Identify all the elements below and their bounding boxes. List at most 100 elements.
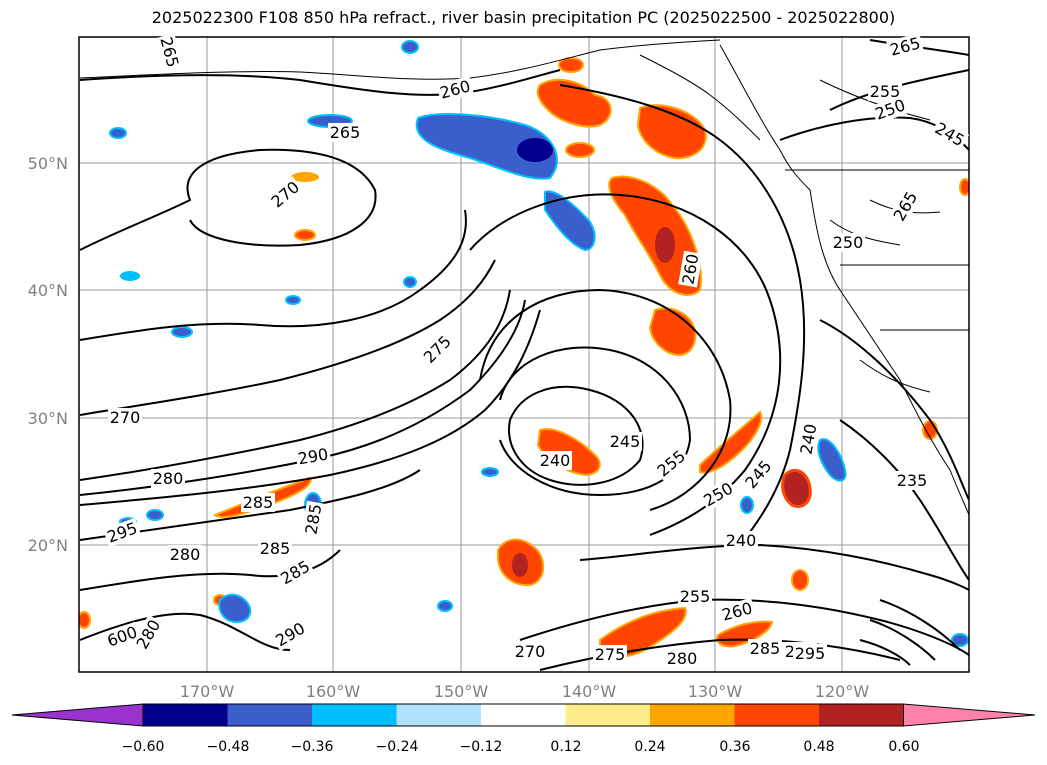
refractivity-contours <box>79 39 969 671</box>
colorbar-tick: −0.60 <box>122 739 165 755</box>
contour-label-gap <box>538 451 572 470</box>
anomaly-region <box>951 633 969 647</box>
contour-label-gap <box>793 644 827 663</box>
contour-label-gap <box>868 82 902 101</box>
contour-label-gap <box>740 455 777 494</box>
contour-label-gap <box>328 123 362 142</box>
anomaly-region <box>437 600 453 612</box>
contour-label: 265 <box>330 123 361 142</box>
contour-label: 275 <box>595 645 626 664</box>
colorbar-segment <box>734 704 820 726</box>
latitude-labels: 50°N 40°N 30°N 20°N <box>28 154 68 555</box>
colorbar-tick: 0.48 <box>803 739 834 755</box>
contour-label-gap <box>241 493 275 512</box>
longitude-labels: 170°W 160°W 150°W 140°W 130°W 120°W <box>180 682 870 701</box>
anomaly-region <box>291 172 319 182</box>
anomaly-region <box>401 40 419 54</box>
anomaly-region <box>699 410 763 474</box>
contour-label: 240 <box>726 531 757 550</box>
positive-anomaly-areas <box>79 57 969 658</box>
lat-label: 30°N <box>28 409 68 428</box>
contour-label-gap <box>652 445 691 482</box>
colorbar-segment <box>819 704 904 726</box>
colorbar-segment <box>143 704 228 726</box>
lat-label: 40°N <box>28 281 68 300</box>
contour-label-gap <box>151 469 185 488</box>
colorbar-frame <box>142 703 904 727</box>
contour-label: 255 <box>680 587 711 606</box>
map-frame <box>78 36 970 673</box>
contour-label-gap <box>102 621 142 652</box>
contour-label: 240 <box>540 451 571 470</box>
anomaly-region <box>536 78 612 128</box>
contour-label-gap <box>275 555 315 590</box>
colorbar <box>11 703 1036 727</box>
contour-label: 250 <box>833 233 864 252</box>
contour-label-gap <box>886 32 925 61</box>
contour-label: 285 <box>260 539 291 558</box>
anomaly-region <box>403 276 417 288</box>
contour-label: 280 <box>170 545 201 564</box>
anomaly-region <box>120 271 140 281</box>
anomaly-region <box>544 190 596 252</box>
contour-label: 235 <box>897 471 928 490</box>
anomaly-region <box>817 438 847 482</box>
anomaly-region <box>218 593 252 623</box>
anomaly-region <box>294 229 316 241</box>
contour-label: 285 <box>750 639 781 658</box>
lat-label: 20°N <box>28 536 68 555</box>
anomaly-region <box>558 57 584 73</box>
contour-label-gap <box>665 649 699 668</box>
colorbar-tick: −0.48 <box>207 739 250 755</box>
colorbar-tick: 0.24 <box>634 739 665 755</box>
contour-label-gap <box>131 614 166 654</box>
contour-label: 270 <box>515 642 546 661</box>
colorbar-tick: 0.60 <box>888 739 919 755</box>
contour-label-gap <box>108 408 142 427</box>
colorbar-tick-labels: −0.60 −0.48 −0.36 −0.24 −0.12 0.12 0.24 … <box>122 739 920 755</box>
anomaly-region <box>481 467 499 477</box>
contour-label-gap <box>888 186 923 226</box>
map-title: 2025022300 F108 850 hPa refract., river … <box>151 8 896 27</box>
contour-label-gap <box>724 531 758 550</box>
lon-label: 130°W <box>688 682 743 701</box>
contour-label-gap <box>608 432 642 451</box>
colorbar-tick: 0.36 <box>719 739 750 755</box>
anomaly-core <box>655 227 675 263</box>
contour-label-gap <box>168 545 202 564</box>
colorbar-segment <box>312 704 397 726</box>
anomaly-region <box>565 142 595 158</box>
colorbar-segment <box>650 704 735 726</box>
anomaly-region <box>79 611 91 629</box>
contour-label-gap <box>895 471 929 490</box>
contour-label: 255 <box>870 82 901 101</box>
anomaly-region <box>109 127 127 139</box>
negative-anomaly-areas <box>109 40 969 647</box>
contour-label-gap <box>513 642 547 661</box>
anomaly-region <box>415 113 558 180</box>
anomaly-core <box>517 138 553 162</box>
contour-label: 285 <box>243 493 274 512</box>
colorbar-extension-high <box>903 703 1036 727</box>
contour-label-gap <box>436 75 475 104</box>
colorbar-tick: −0.24 <box>376 739 419 755</box>
contour-label-gap <box>678 587 712 606</box>
lon-label: 120°W <box>815 682 870 701</box>
contour-label: 245 <box>610 432 641 451</box>
contour-label-gap <box>102 517 142 548</box>
contour-label-gap <box>718 597 757 626</box>
colorbar-segment <box>481 704 566 726</box>
colorbar-tick: −0.36 <box>291 739 334 755</box>
anomaly-region <box>146 509 164 521</box>
map-content <box>79 37 969 672</box>
contour-label-gap <box>155 33 184 72</box>
lon-label: 170°W <box>180 682 235 701</box>
contour-label-gap <box>593 645 627 664</box>
lon-label: 160°W <box>306 682 361 701</box>
anomaly-region <box>285 295 301 305</box>
contour-label-gap <box>270 617 310 652</box>
contour-label: 270 <box>110 408 141 427</box>
contour-label: 295 <box>795 644 826 663</box>
anomaly-region <box>608 175 702 296</box>
